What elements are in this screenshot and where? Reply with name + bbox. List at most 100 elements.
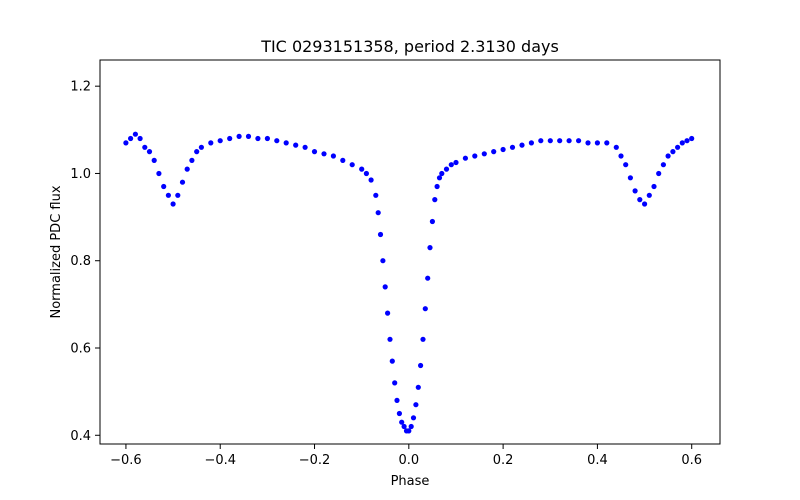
data-point <box>194 149 200 155</box>
data-point <box>453 159 459 166</box>
data-point <box>422 306 428 312</box>
data-point <box>293 142 299 148</box>
data-point <box>425 275 431 281</box>
data-point <box>184 166 190 172</box>
data-point <box>321 151 327 157</box>
data-point <box>394 397 400 403</box>
data-point <box>123 140 129 146</box>
data-point <box>427 245 433 251</box>
data-point <box>637 197 643 203</box>
data-point <box>439 170 445 177</box>
data-point <box>689 135 695 142</box>
data-point <box>373 192 379 198</box>
y-tick-label: 0.6 <box>70 342 91 357</box>
data-point <box>382 284 388 290</box>
data-point <box>311 149 318 155</box>
chart-title: TIC 0293151358, period 2.3130 days <box>260 37 559 56</box>
data-point <box>547 138 553 144</box>
data-point <box>392 380 398 386</box>
x-tick-label: 0.4 <box>587 453 608 468</box>
data-point <box>264 135 270 142</box>
data-point <box>227 135 233 142</box>
data-point <box>245 133 252 139</box>
data-point <box>500 146 506 153</box>
data-point <box>566 138 572 144</box>
data-point <box>380 258 386 264</box>
data-point <box>389 358 395 364</box>
data-point <box>585 140 591 146</box>
data-point <box>660 162 667 168</box>
data-point <box>156 170 162 177</box>
y-tick-label: 0.4 <box>70 429 91 444</box>
data-point <box>255 135 261 142</box>
data-point <box>330 153 336 159</box>
data-point <box>396 410 402 417</box>
y-tick-label: 0.8 <box>70 254 91 269</box>
data-point <box>363 170 369 177</box>
data-point <box>613 144 619 150</box>
data-point <box>406 428 412 434</box>
y-tick-label: 1.0 <box>70 167 91 182</box>
data-point <box>132 131 138 137</box>
data-point <box>142 144 148 150</box>
data-point <box>399 419 405 425</box>
data-point <box>538 138 544 144</box>
data-point <box>128 135 134 142</box>
y-tick-label: 1.2 <box>70 80 91 95</box>
data-point <box>642 201 648 207</box>
data-point <box>198 144 204 150</box>
data-point <box>491 149 497 155</box>
data-point <box>432 197 438 203</box>
data-point <box>429 218 435 225</box>
data-point <box>528 140 535 146</box>
data-point <box>576 138 582 144</box>
data-point <box>179 179 186 185</box>
data-point <box>670 149 676 155</box>
data-point <box>137 135 143 142</box>
data-point <box>340 157 346 163</box>
data-point <box>418 362 424 369</box>
data-point <box>481 151 487 157</box>
x-tick-label: 0.6 <box>681 453 702 468</box>
data-point <box>436 175 443 181</box>
data-point <box>401 423 407 430</box>
data-point <box>236 133 242 139</box>
x-tick-label: −0.2 <box>299 453 331 468</box>
data-point <box>462 155 468 161</box>
data-point <box>410 415 417 421</box>
x-tick-label: 0.0 <box>398 453 419 468</box>
data-point <box>448 162 454 168</box>
x-axis-ticks: −0.6 −0.4 −0.2 0.0 0.2 0.4 0.6 <box>110 444 702 468</box>
data-point <box>472 153 478 159</box>
data-point <box>359 166 365 172</box>
data-point <box>557 138 563 144</box>
data-points <box>123 131 695 434</box>
data-point <box>208 140 214 146</box>
data-point <box>146 149 153 155</box>
data-point <box>420 336 426 342</box>
data-point <box>604 140 610 146</box>
data-point <box>594 140 601 146</box>
data-point <box>651 183 657 190</box>
data-point <box>618 153 624 159</box>
data-point <box>443 166 450 172</box>
data-point <box>408 423 414 430</box>
data-point <box>170 201 176 207</box>
plot-frame <box>99 59 721 445</box>
y-axis-label: Normalized PDC flux <box>49 185 64 318</box>
data-point <box>375 210 381 216</box>
data-point <box>656 170 662 177</box>
data-point <box>368 177 374 183</box>
data-point <box>646 192 652 198</box>
data-point <box>283 140 289 146</box>
data-point <box>274 138 280 144</box>
data-point <box>434 183 440 190</box>
data-point <box>632 188 638 194</box>
data-point <box>217 138 223 144</box>
x-tick-label: −0.4 <box>204 453 236 468</box>
data-point <box>627 175 634 181</box>
data-point <box>151 157 157 163</box>
y-axis-ticks: 0.4 0.6 0.8 1.0 1.2 <box>70 80 100 444</box>
data-point <box>679 140 685 146</box>
